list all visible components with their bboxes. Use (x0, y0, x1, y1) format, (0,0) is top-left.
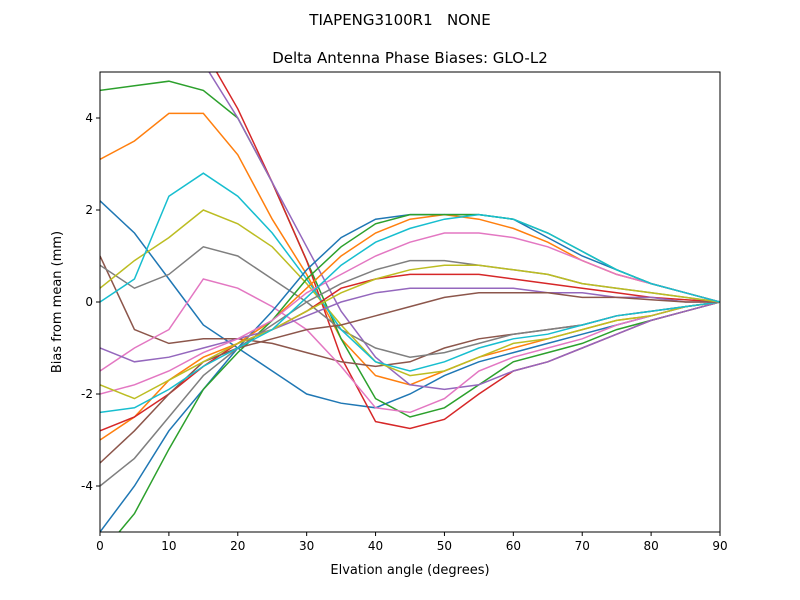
series-line (100, 209, 720, 377)
y-tick-label: 2 (85, 203, 93, 217)
y-tick-label: -4 (81, 479, 93, 493)
y-tick-label: -2 (81, 387, 93, 401)
x-tick-label: 30 (299, 539, 314, 553)
series-line (208, 72, 720, 391)
suptitle: TIAPENG3100R1 NONE (308, 11, 490, 29)
x-tick-label: 20 (230, 539, 245, 553)
x-tick-label: 80 (643, 539, 658, 553)
x-tick-label: 0 (96, 539, 104, 553)
series-line (100, 213, 720, 414)
x-tick-label: 40 (368, 539, 383, 553)
y-tick-label: 0 (85, 295, 93, 309)
series-line (100, 264, 720, 400)
x-tick-label: 60 (506, 539, 521, 553)
series-line (100, 172, 720, 372)
series-line (100, 278, 720, 414)
series-line (100, 232, 720, 395)
x-tick-label: 50 (437, 539, 452, 553)
plot-lines (100, 72, 720, 532)
x-tick-label: 70 (575, 539, 590, 553)
x-axis-label: Elvation angle (degrees) (330, 563, 489, 578)
y-axis-label: Bias from mean (mm) (50, 231, 65, 373)
y-tick-label: 4 (85, 111, 93, 125)
x-tick-label: 90 (712, 539, 727, 553)
series-line (100, 80, 720, 418)
x-tick-label: 10 (161, 539, 176, 553)
chart-title: Delta Antenna Phase Biases: GLO-L2 (272, 49, 548, 67)
